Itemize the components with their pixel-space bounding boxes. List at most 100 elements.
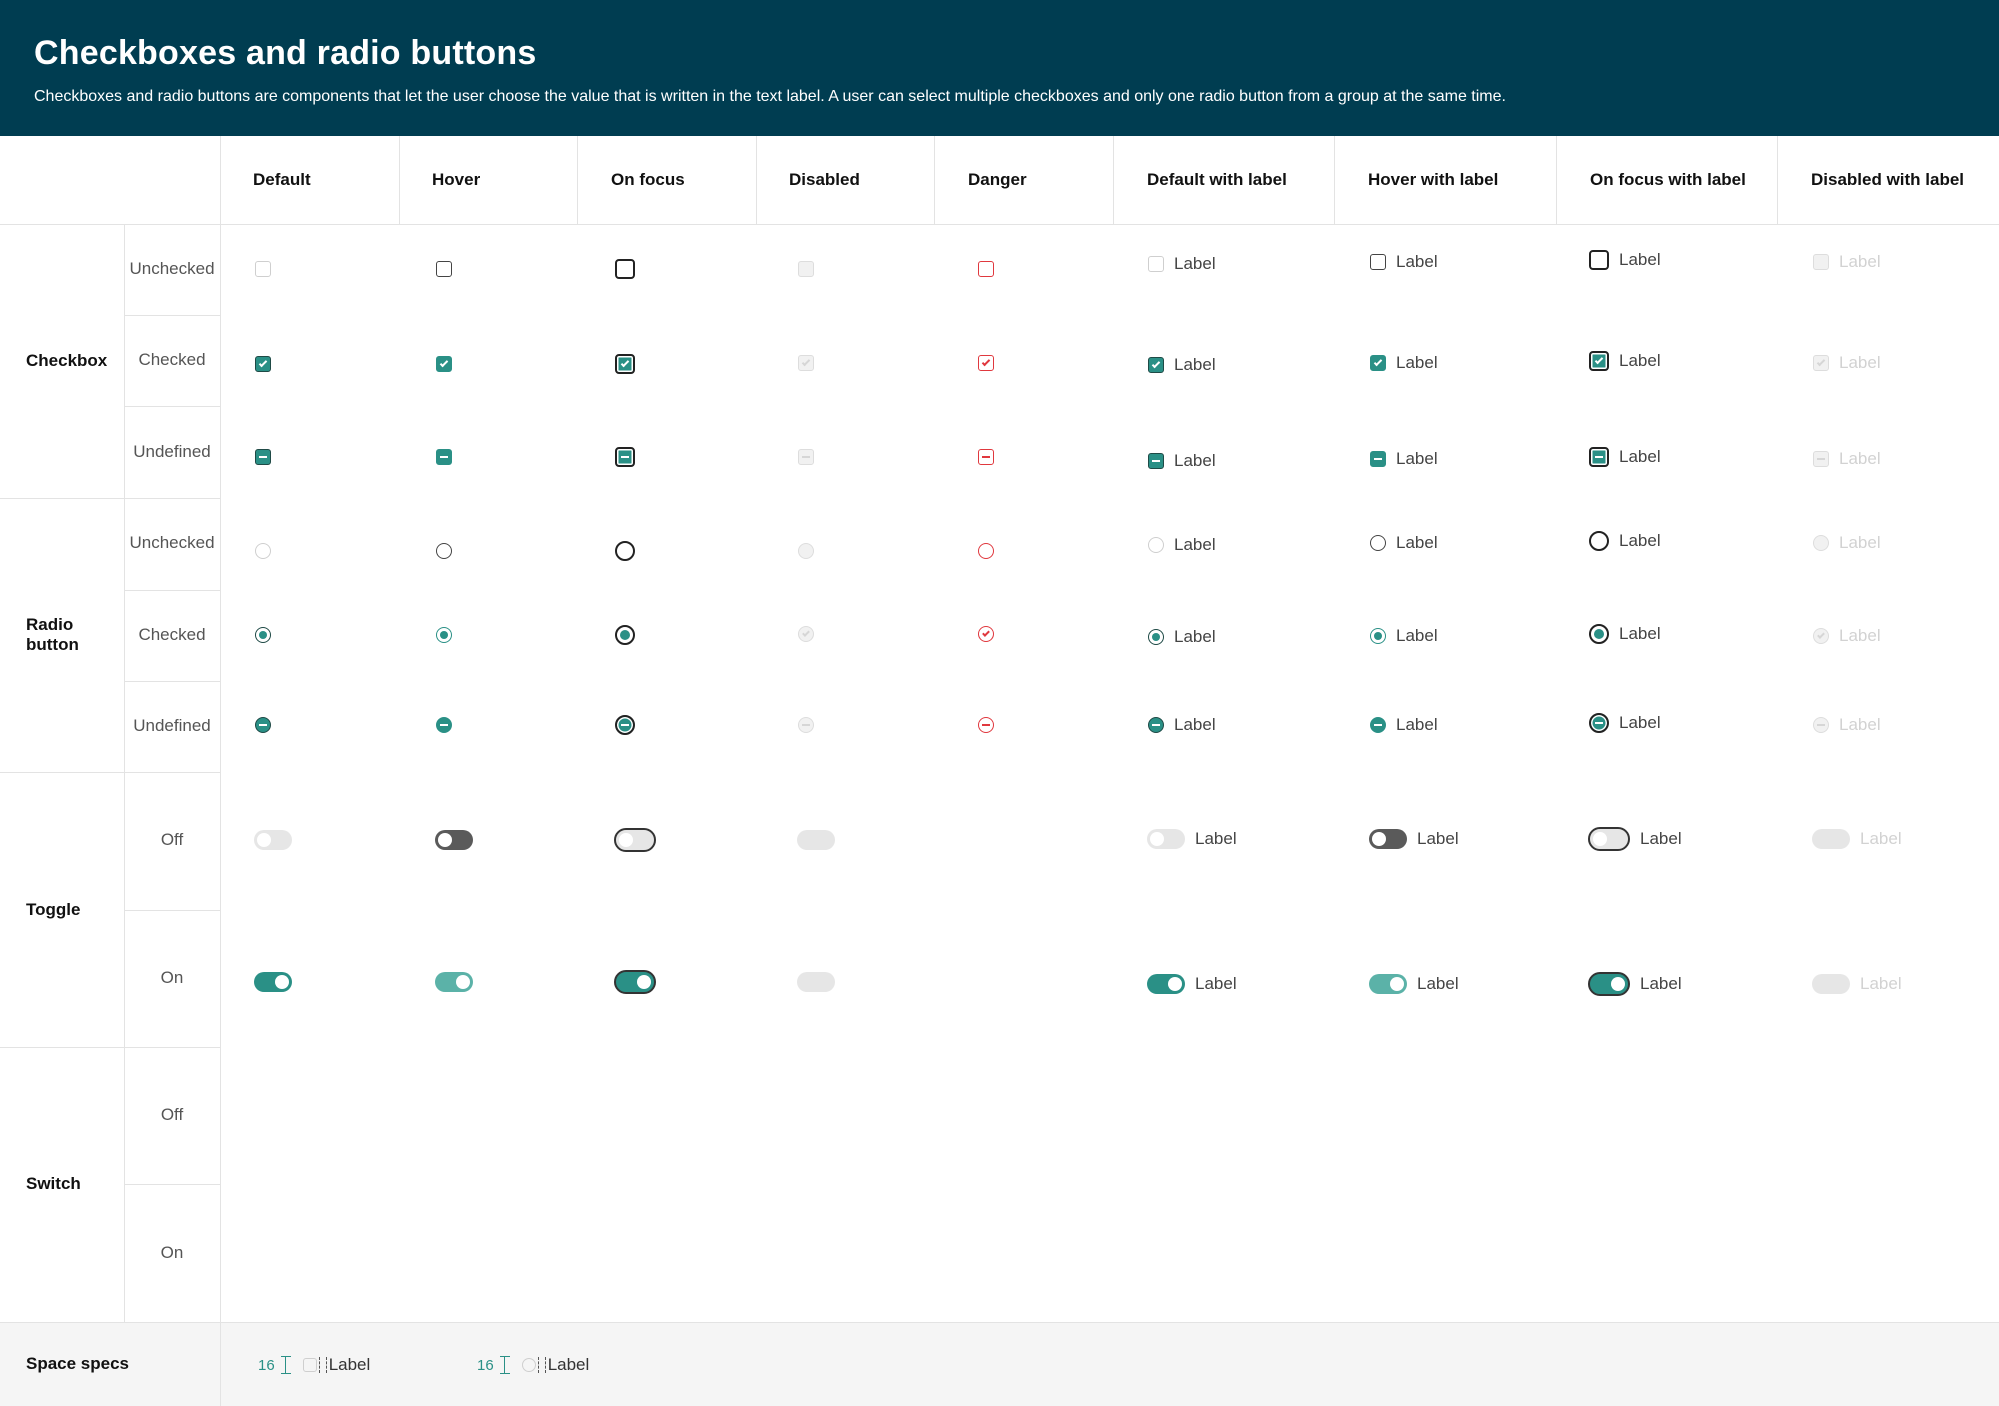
radio-undefined-disabled-label: Label [1813, 715, 1881, 735]
radio-circle [978, 543, 994, 559]
radio-undefined-danger[interactable] [978, 717, 994, 733]
checkbox-undefined-default-label[interactable]: Label [1148, 451, 1216, 471]
toggle-off-hover[interactable] [435, 830, 473, 850]
checkbox-unchecked-focus[interactable] [615, 259, 635, 279]
control-label: Label [1396, 626, 1438, 645]
toggle-on-focus[interactable] [614, 970, 656, 994]
checkbox-unchecked-hover-label[interactable]: Label [1370, 252, 1438, 272]
control-label: Label [1640, 829, 1682, 848]
checkbox-box [1148, 256, 1164, 272]
radio-unchecked-hover[interactable] [436, 543, 452, 559]
radio-undefined-default[interactable] [255, 717, 271, 733]
toggle-on-default-label[interactable]: Label [1147, 974, 1237, 994]
checkbox-checked-focus[interactable] [615, 354, 635, 374]
checkbox-unchecked-default[interactable] [255, 261, 271, 277]
radio-checked-hover-label[interactable]: Label [1370, 626, 1438, 646]
radio-checked-focus[interactable] [615, 625, 635, 645]
checkbox-undefined-hover-label[interactable]: Label [1370, 449, 1438, 469]
checkbox-box [615, 447, 635, 467]
checkbox-box [1813, 254, 1829, 270]
checkbox-undefined-danger[interactable] [978, 449, 994, 465]
checkbox-undefined-hover[interactable] [436, 449, 452, 465]
checkbox-unchecked-hover[interactable] [436, 261, 452, 277]
checkbox-outline-icon [302, 1358, 317, 1372]
toggle-off-hover-label[interactable]: Label [1369, 829, 1459, 849]
radio-undefined-hover[interactable] [436, 717, 452, 733]
checkbox-checked-danger[interactable] [978, 355, 994, 371]
radio-circle [1813, 628, 1829, 644]
radio-outline-icon [521, 1358, 536, 1372]
control-label: Label [1195, 974, 1237, 993]
radio-circle [615, 625, 635, 645]
radio-dot-icon [620, 630, 630, 640]
toggle-knob [619, 833, 633, 847]
toggle-on-default[interactable] [254, 972, 292, 992]
checkbox-undefined-focus-label[interactable]: Label [1589, 447, 1661, 467]
toggle-track [1147, 829, 1185, 849]
checkbox-checked-hover-label[interactable]: Label [1370, 353, 1438, 373]
toggle-off-disabled [797, 830, 835, 850]
radio-checked-default-label[interactable]: Label [1148, 627, 1216, 647]
radio-checked-hover[interactable] [436, 627, 452, 643]
toggle-off-default[interactable] [254, 830, 292, 850]
toggle-on-hover[interactable] [435, 972, 473, 992]
checkbox-undefined-default[interactable] [255, 449, 271, 465]
radio-unchecked-hover-label[interactable]: Label [1370, 533, 1438, 553]
checkbox-unchecked-danger[interactable] [978, 261, 994, 277]
spec-label: Label [547, 1355, 590, 1374]
checkbox-box [798, 261, 814, 277]
radio-checked-disabled-label: Label [1813, 626, 1881, 646]
checkbox-box [1370, 254, 1386, 270]
toggle-off-focus[interactable] [614, 828, 656, 852]
checkbox-undefined-focus[interactable] [615, 447, 635, 467]
control-label: Label [1174, 535, 1216, 554]
radio-undefined-focus[interactable] [615, 715, 635, 735]
toggle-knob [637, 975, 651, 989]
checkbox-checked-default-label[interactable]: Label [1148, 355, 1216, 375]
toggle-off-default-label[interactable]: Label [1147, 829, 1237, 849]
col-danger: Danger [968, 170, 1027, 189]
toggle-off-focus-label[interactable]: Label [1588, 827, 1682, 851]
radio-checked-danger[interactable] [978, 626, 994, 642]
col-disabled: Disabled [789, 170, 860, 189]
radio-unchecked-danger[interactable] [978, 543, 994, 559]
radio-undefined-disabled [798, 717, 814, 733]
radio-undefined-focus-label[interactable]: Label [1589, 713, 1661, 733]
checkbox-checked-hover[interactable] [436, 356, 452, 372]
radio-checked-focus-label[interactable]: Label [1589, 624, 1661, 644]
check-icon [801, 358, 811, 367]
group-radio-button: Radio button [26, 615, 79, 654]
radio-unchecked-focus-label[interactable]: Label [1589, 531, 1661, 551]
col-on-focus-with-label: On focus with label [1590, 170, 1746, 189]
control-label: Label [1396, 252, 1438, 271]
radio-circle [1148, 537, 1164, 553]
radio-dot-icon [259, 631, 267, 639]
check-icon [1817, 631, 1825, 640]
checkbox-unchecked-focus-label[interactable]: Label [1589, 250, 1661, 270]
checkbox-checked-disabled [798, 355, 814, 371]
radio-checked-default[interactable] [255, 627, 271, 643]
toggle-on-focus-label[interactable]: Label [1588, 972, 1682, 996]
checkbox-checked-default[interactable] [255, 356, 271, 372]
toggle-on-hover-label[interactable]: Label [1369, 974, 1459, 994]
checkbox-box [978, 261, 994, 277]
toggle-track [1369, 829, 1407, 849]
checkbox-unchecked-default-label[interactable]: Label [1148, 254, 1216, 274]
toggle-track [1588, 827, 1630, 851]
checkbox-checked-focus-label[interactable]: Label [1589, 351, 1661, 371]
checkbox-undefined-disabled-label: Label [1813, 449, 1881, 469]
minus-icon [440, 724, 448, 726]
minus-icon [1817, 724, 1825, 726]
radio-unchecked-default-label[interactable]: Label [1148, 535, 1216, 555]
checkbox-box [436, 356, 452, 372]
radio-circle [1813, 717, 1829, 733]
radio-unchecked-default[interactable] [255, 543, 271, 559]
spec-label: Label [328, 1355, 371, 1374]
control-label: Label [1396, 533, 1438, 552]
radio-unchecked-focus[interactable] [615, 541, 635, 561]
radio-undefined-default-label[interactable]: Label [1148, 715, 1216, 735]
toggle-knob [456, 975, 470, 989]
radio-undefined-hover-label[interactable]: Label [1370, 715, 1438, 735]
check-icon [620, 358, 630, 368]
minus-icon [1374, 458, 1382, 460]
